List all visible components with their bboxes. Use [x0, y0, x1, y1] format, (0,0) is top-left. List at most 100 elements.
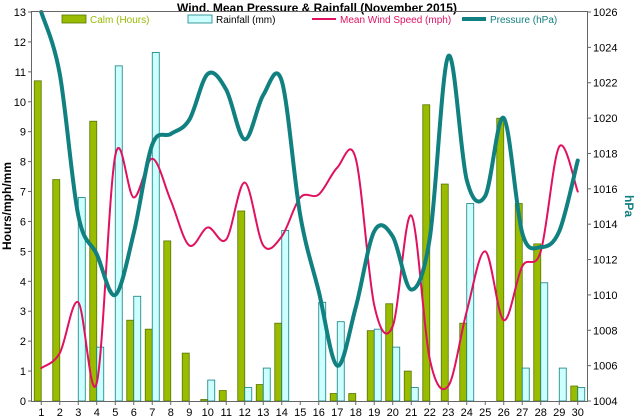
x-tick-label-17: 17 — [331, 407, 343, 419]
left-tick-label-3: 3 — [20, 306, 26, 318]
right-tick-label-1008: 1008 — [593, 325, 617, 337]
bars-layer — [33, 52, 586, 402]
calm-bar-17 — [329, 393, 338, 402]
chart-title: Wind. Mean Pressure & Rainfall (November… — [177, 1, 457, 15]
right-tick-label-1004: 1004 — [593, 396, 617, 408]
right-tick-label-1022: 1022 — [593, 78, 617, 90]
x-tick-label-25: 25 — [479, 407, 491, 419]
rainfall-bar-13 — [262, 367, 271, 402]
left-tick-label-6: 6 — [20, 216, 26, 228]
x-tick-label-21: 21 — [405, 407, 417, 419]
rainfall-bar-19 — [373, 328, 382, 402]
calm-bar-28 — [533, 243, 542, 402]
x-tick-label-24: 24 — [461, 407, 473, 419]
x-tick-label-15: 15 — [294, 407, 306, 419]
x-tick-label-16: 16 — [313, 407, 325, 419]
calm-bar-4 — [89, 120, 98, 402]
right-tick-label-1010: 1010 — [593, 290, 617, 302]
x-tick-label-4: 4 — [94, 407, 100, 419]
legend-swatch-1 — [187, 14, 213, 24]
calm-bar-18 — [348, 393, 357, 402]
left-tick-label-2: 2 — [20, 336, 26, 348]
left-tick-label-13: 13 — [14, 7, 26, 19]
rainfall-bar-10 — [207, 379, 216, 402]
calm-bar-23 — [440, 183, 449, 402]
rainfall-bar-30 — [577, 387, 586, 402]
legend-label-3: Pressure (hPa) — [490, 15, 557, 26]
legend-label-0: Calm (Hours) — [90, 15, 149, 26]
x-tick-label-11: 11 — [221, 407, 232, 419]
rainfall-bar-6 — [133, 295, 142, 402]
rainfall-bar-29 — [558, 367, 567, 402]
right-tick-label-1012: 1012 — [593, 255, 617, 267]
calm-bar-26 — [496, 117, 505, 402]
calm-bar-20 — [385, 303, 394, 402]
x-tick-label-3: 3 — [75, 407, 81, 419]
left-tick-label-11: 11 — [15, 67, 26, 79]
calm-bar-6 — [126, 319, 135, 402]
x-tick-label-29: 29 — [553, 407, 565, 419]
x-tick-label-19: 19 — [368, 407, 380, 419]
rainfall-bar-12 — [244, 387, 253, 402]
calm-bar-12 — [237, 210, 246, 402]
x-tick-label-18: 18 — [350, 407, 362, 419]
calm-bar-2 — [52, 179, 61, 402]
rainfall-bar-24 — [466, 203, 475, 402]
calm-bar-9 — [181, 352, 190, 402]
x-tick-label-7: 7 — [149, 407, 155, 419]
rainfall-bar-14 — [281, 230, 290, 402]
x-tick-label-6: 6 — [131, 407, 137, 419]
x-tick-label-12: 12 — [239, 407, 251, 419]
left-tick-label-10: 10 — [14, 97, 26, 109]
legend: Calm (Hours) Rainfall (mm) Mean Wind Speed… — [61, 14, 557, 26]
calm-bar-19 — [366, 330, 375, 402]
left-tick-label-12: 12 — [14, 37, 26, 49]
rainfall-bar-20 — [392, 346, 401, 402]
x-tick-label-30: 30 — [572, 407, 584, 419]
x-tick-label-14: 14 — [276, 407, 288, 419]
rainfall-bar-27 — [521, 367, 530, 402]
wind-speed-line — [40, 144, 579, 391]
calm-bar-14 — [274, 322, 283, 402]
rainfall-bar-5 — [114, 65, 123, 402]
rainfall-bar-21 — [410, 387, 419, 402]
x-tick-label-8: 8 — [168, 407, 174, 419]
right-tick-label-1014: 1014 — [593, 219, 617, 231]
x-tick-label-5: 5 — [112, 407, 118, 419]
x-axis: 1 2 3 4 5 6 7 8 9 10 11 12 13 14 15 16 17 18 19 20 21 22 23 24 2… — [38, 401, 584, 419]
calm-bar-13 — [255, 384, 264, 402]
right-axis: 1004 1006 1008 1010 1012 1014 1016 1018 1020 1022… — [587, 7, 617, 408]
left-tick-label-0: 0 — [20, 396, 26, 408]
calm-bar-21 — [403, 370, 412, 402]
left-tick-label-1: 1 — [20, 366, 26, 378]
right-tick-label-1016: 1016 — [593, 184, 617, 196]
right-tick-label-1020: 1020 — [593, 113, 617, 125]
calm-bar-1 — [33, 80, 42, 402]
rainfall-bar-28 — [540, 282, 549, 402]
left-tick-label-4: 4 — [20, 276, 26, 288]
x-tick-label-26: 26 — [498, 407, 510, 419]
legend-label-1: Rainfall (mm) — [216, 15, 275, 26]
x-tick-label-20: 20 — [387, 407, 399, 419]
left-tick-label-7: 7 — [20, 187, 26, 199]
rainfall-bar-7 — [151, 52, 160, 402]
x-tick-label-23: 23 — [442, 407, 454, 419]
calm-bar-8 — [163, 240, 172, 402]
x-tick-label-9: 9 — [186, 407, 192, 419]
x-tick-label-22: 22 — [424, 407, 436, 419]
calm-bar-30 — [570, 385, 579, 402]
lines-layer — [39, 10, 580, 391]
left-tick-label-9: 9 — [20, 127, 26, 139]
x-tick-label-1: 1 — [38, 407, 44, 419]
left-axis-title: Hours/mph/mm — [0, 162, 14, 250]
x-tick-label-27: 27 — [516, 407, 528, 419]
plot-frame — [31, 11, 588, 402]
calm-bar-7 — [144, 328, 153, 402]
x-tick-label-2: 2 — [57, 407, 63, 419]
legend-label-2: Mean Wind Speed (mph) — [340, 15, 451, 26]
legend-swatch-0 — [61, 14, 87, 24]
right-tick-label-1024: 1024 — [593, 42, 617, 54]
x-tick-label-13: 13 — [257, 407, 269, 419]
